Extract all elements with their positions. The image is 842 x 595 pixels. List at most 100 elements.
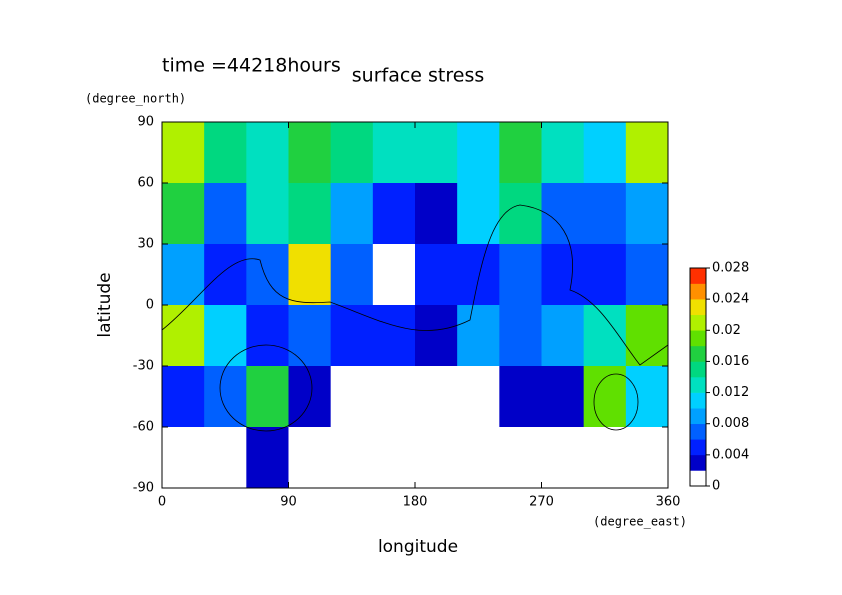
x-tick-label: 270	[529, 495, 554, 510]
cell	[457, 244, 500, 306]
cell	[541, 305, 585, 367]
cell	[288, 244, 332, 306]
cell	[625, 122, 669, 184]
colorbar-band	[690, 454, 706, 471]
cell	[246, 305, 289, 367]
cell	[288, 122, 332, 184]
cell	[372, 305, 416, 367]
cell	[288, 366, 332, 428]
x-unit: (degree_east)	[593, 515, 687, 529]
cell	[499, 427, 542, 489]
colorbar-band	[690, 268, 706, 284]
colorbar-tick-label: 0.024	[712, 292, 749, 307]
cell	[625, 427, 669, 489]
coastline	[161, 204, 669, 432]
cell	[625, 305, 669, 367]
cell	[162, 244, 205, 306]
cell	[499, 244, 542, 306]
colorbar-band	[690, 361, 706, 378]
cell	[372, 427, 416, 489]
colorbar-band	[690, 423, 706, 440]
cell	[372, 183, 416, 245]
cell	[583, 183, 627, 245]
cell	[541, 122, 585, 184]
y-tick-label: -60	[133, 420, 154, 435]
y-unit: (degree_north)	[85, 92, 186, 106]
x-tick-label: 90	[280, 495, 297, 510]
chart-title: surface stress	[352, 65, 485, 87]
cell	[288, 305, 332, 367]
cell	[499, 305, 542, 367]
cell	[204, 427, 247, 489]
cell	[330, 122, 374, 184]
colorbar-tick-label: 0.028	[712, 261, 749, 276]
colorbar-frame	[689, 267, 707, 487]
cell	[415, 122, 458, 184]
colorbar-band	[690, 392, 706, 409]
cell	[162, 183, 205, 245]
colorbar-band	[690, 345, 706, 362]
cell	[162, 122, 205, 184]
cell	[499, 366, 542, 428]
x-tick-label: 0	[158, 495, 166, 510]
cell	[415, 183, 458, 245]
cell	[499, 183, 542, 245]
y-tick-label: 60	[137, 176, 154, 191]
cell	[415, 366, 458, 428]
cell	[372, 366, 416, 428]
cell	[457, 305, 500, 367]
y-tick-label: 30	[137, 237, 154, 252]
cell	[330, 305, 374, 367]
cell	[372, 244, 416, 306]
cell	[457, 122, 500, 184]
cell	[204, 183, 247, 245]
y-tick-label: -30	[133, 359, 154, 374]
cell	[583, 427, 627, 489]
y-axis-label: latitude	[95, 272, 115, 337]
cell	[625, 244, 669, 306]
cell	[625, 366, 669, 428]
cell	[541, 244, 585, 306]
cell	[583, 366, 627, 428]
cell	[330, 366, 374, 428]
x-tick-label: 360	[656, 495, 681, 510]
cell	[204, 366, 247, 428]
cell	[499, 122, 542, 184]
cell	[246, 427, 289, 489]
cell	[330, 183, 374, 245]
cell	[246, 183, 289, 245]
cell	[415, 305, 458, 367]
cell	[204, 244, 247, 306]
cell	[372, 122, 416, 184]
colorbar-tick-label: 0	[712, 479, 720, 494]
colorbar-band	[690, 377, 706, 393]
field	[162, 122, 669, 489]
cell	[583, 305, 627, 367]
plot-frame	[161, 121, 669, 489]
colorbar-band	[690, 439, 706, 456]
y-tick-label: 0	[146, 298, 154, 313]
cell	[541, 183, 585, 245]
cell	[162, 366, 205, 428]
chart-subtitle: time =44218hours	[162, 55, 341, 77]
cell	[330, 244, 374, 306]
colorbar-band	[690, 330, 706, 347]
cell	[415, 244, 458, 306]
colorbar-band	[690, 314, 706, 331]
cell	[162, 305, 205, 367]
cell	[457, 183, 500, 245]
colorbar-band	[690, 470, 706, 487]
cell	[246, 366, 289, 428]
x-tick-label: 180	[403, 495, 428, 510]
colorbar-band	[690, 299, 706, 316]
cell	[457, 427, 500, 489]
colorbar-tick-label: 0.008	[712, 416, 749, 431]
cell	[583, 244, 627, 306]
x-axis-label: longitude	[378, 537, 458, 557]
cell	[204, 305, 247, 367]
colorbar-tick-label: 0.016	[712, 354, 749, 369]
y-tick-label: 90	[137, 115, 154, 130]
colorbar-tick-label: 0.012	[712, 385, 749, 400]
cell	[541, 366, 585, 428]
